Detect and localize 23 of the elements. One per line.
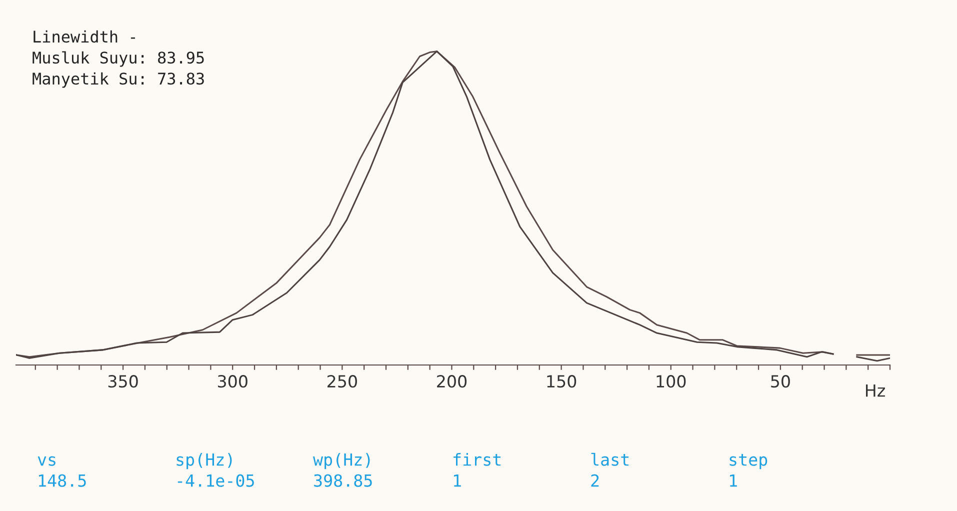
text: Linewidth - bbox=[34, 30, 135, 43]
text: vs bbox=[38, 456, 56, 466]
text: wp(Hz) bbox=[313, 452, 370, 470]
x-tick-label: 150 bbox=[547, 375, 576, 388]
x-tick-label: 300 bbox=[218, 375, 248, 388]
text: 398.85 bbox=[314, 474, 372, 487]
x-tick-label: 350 bbox=[108, 375, 138, 388]
annotation: Manyetik Su: 73.83 bbox=[32, 72, 204, 88]
text: first bbox=[454, 452, 501, 466]
x-tick-label: 250 bbox=[327, 375, 357, 388]
text: step bbox=[730, 454, 768, 470]
text: sp(Hz) bbox=[176, 452, 232, 470]
text: 2 bbox=[591, 474, 599, 487]
text: 1 bbox=[730, 474, 737, 487]
x-tick-label: 100 bbox=[656, 375, 686, 388]
annotation: Musluk Suyu: 83.95 bbox=[32, 51, 204, 67]
text: 148.5 bbox=[39, 474, 86, 487]
text: -4.1e-05 bbox=[178, 474, 254, 487]
x-tick-label: 50 bbox=[771, 375, 790, 388]
x-tick-label: 200 bbox=[437, 375, 467, 388]
x-axis-title: Hz bbox=[866, 384, 885, 397]
text: 1 bbox=[454, 474, 461, 487]
text: last bbox=[591, 452, 628, 466]
